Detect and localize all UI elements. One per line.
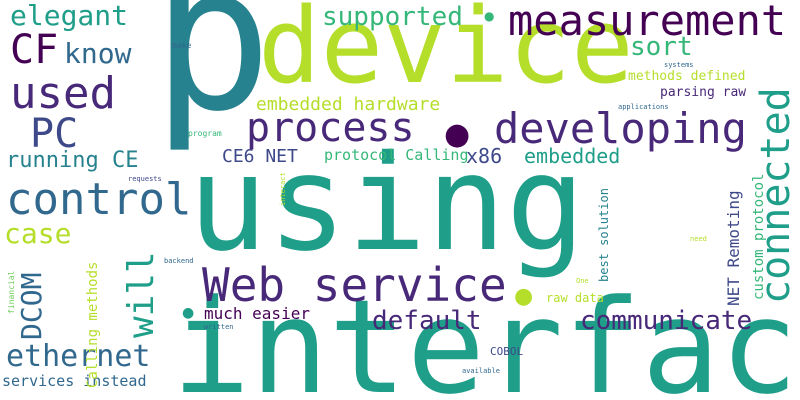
word-applications: applications — [618, 103, 669, 111]
word-x86: x86 — [466, 144, 503, 168]
word-supported: supported — [322, 2, 463, 32]
word-used: used — [10, 68, 116, 119]
dot-decoration: ● — [484, 9, 495, 23]
word-services-instead: services instead — [2, 372, 147, 390]
word-need: need — [690, 235, 707, 243]
word-protocol-calling: protocol Calling — [324, 146, 469, 164]
dot-decoration: ● — [514, 284, 534, 309]
word-systems: systems — [664, 61, 694, 69]
word-requests: requests — [128, 175, 162, 183]
word-net-remoting: NET Remoting — [724, 190, 743, 306]
dot-decoration: ● — [182, 305, 195, 321]
word-measurement: measurement — [508, 0, 787, 45]
word-using: using — [188, 127, 586, 281]
word-web-service: Web service — [202, 258, 507, 312]
word-p: p — [152, 0, 273, 156]
word-default: default — [372, 306, 482, 336]
word-backend: backend — [164, 257, 194, 265]
word-available: available — [462, 367, 500, 375]
word-ce6-net: CE6 NET — [222, 146, 298, 167]
word-dcom: DCOM — [15, 272, 48, 340]
word-custom-protocol: custom protocol — [751, 173, 767, 300]
word-cf: CF — [10, 27, 59, 73]
word-developing: developing — [494, 104, 747, 153]
word-know: know — [64, 37, 132, 70]
word-ethernet: ethernet — [6, 339, 151, 374]
dot-decoration: ● — [444, 117, 471, 152]
word-much-easier: much easier — [204, 304, 310, 323]
word-process: process — [246, 105, 415, 151]
word-methods-defined: methods defined — [628, 69, 746, 84]
word-sort: sort — [630, 32, 693, 62]
word-program: program — [188, 129, 222, 138]
word-device: device — [258, 0, 634, 107]
word-one: One — [576, 277, 589, 285]
word-interact: interact — [279, 172, 287, 206]
word-parsing-raw: parsing raw — [660, 85, 747, 100]
word-make: make — [172, 41, 192, 50]
word-communicate: communicate — [580, 306, 753, 336]
word-calling-methods: Calling methods — [85, 261, 101, 388]
word-embedded: embedded — [524, 144, 621, 168]
word-cobol: COBOL — [490, 345, 524, 358]
word-will: will — [121, 251, 162, 338]
word-control: control — [6, 174, 192, 225]
word-case: case — [4, 217, 72, 250]
word-financial: financial — [7, 270, 16, 314]
word-elegant: elegant — [10, 0, 129, 32]
word-raw-data: raw data — [546, 291, 604, 305]
word-pc: PC — [30, 111, 79, 157]
word-embedded-hardware: embedded hardware — [256, 94, 441, 115]
word-running-ce: running CE — [6, 148, 139, 173]
word-interface: interface — [172, 271, 800, 400]
word-written: written — [204, 323, 234, 331]
word-best-solution: best solution — [597, 188, 611, 282]
